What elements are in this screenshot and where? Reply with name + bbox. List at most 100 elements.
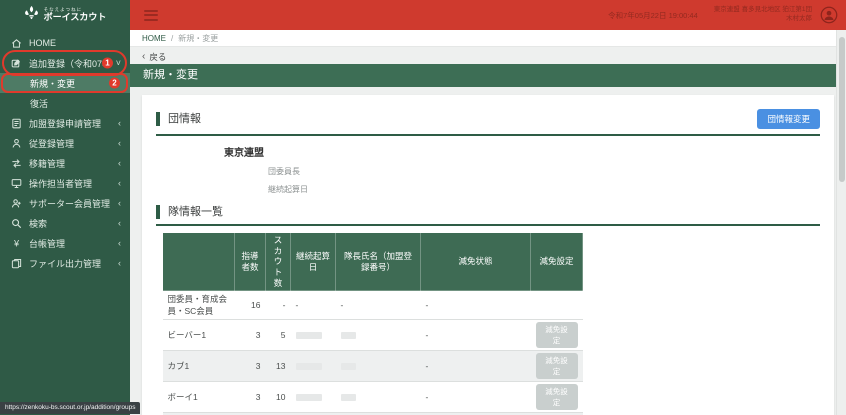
- annotation-badge-2: 2: [109, 77, 120, 89]
- sidebar-item-label: ファイル出力管理: [29, 258, 102, 269]
- chevron-left-icon: ‹: [118, 138, 121, 148]
- badge-icon: [11, 138, 22, 149]
- table-cell: 団委員・育成会員・SC会員: [162, 290, 235, 321]
- table-cell: [335, 412, 421, 415]
- breadcrumb-separator: /: [171, 33, 174, 43]
- transfer-icon: [11, 158, 22, 169]
- page-scrollbar[interactable]: [836, 30, 846, 415]
- table-cell: -: [335, 290, 421, 321]
- sidebar-item-10[interactable]: ¥ 台帳管理 ‹: [0, 233, 130, 253]
- redacted-value: [340, 394, 356, 402]
- chevron-left-icon: ‹: [118, 118, 121, 128]
- back-chevron-icon: ‹: [142, 50, 146, 62]
- avatar[interactable]: [820, 6, 838, 24]
- table-cell: [290, 350, 336, 383]
- scrollbar-thumb[interactable]: [839, 37, 845, 182]
- group-info-section-head: 団情報 団情報変更: [156, 109, 820, 136]
- sidebar-item-7[interactable]: 操作担当者管理 ‹: [0, 173, 130, 193]
- search-icon: [11, 218, 22, 229]
- edit-icon: [11, 58, 22, 69]
- sidebar-item-9[interactable]: 検索 ‹: [0, 213, 130, 233]
- squad-table: 指導者数 スカウト数継続起算日 隊長氏名（加盟登録番号） 減免状態 減免設定 団委員・育成…: [162, 231, 583, 415]
- chevron-left-icon: ‹: [118, 198, 121, 208]
- svg-text:¥: ¥: [13, 238, 20, 248]
- squad-row-2: カブ1 3 13 - 減免設定: [162, 350, 583, 383]
- sidebar-item-3[interactable]: 復活: [0, 93, 130, 113]
- back-link[interactable]: ‹ 戻る: [130, 49, 166, 64]
- table-cell: 13: [265, 350, 291, 383]
- redacted-value: [340, 363, 356, 371]
- sidebar-item-4[interactable]: 加盟登録申請管理 ‹: [0, 113, 130, 133]
- table-cell: 減免設定: [530, 319, 583, 352]
- sidebar-menu: HOME追加登録（令和07年度）˅1新規・変更2復活加盟登録申請管理‹従登録管理…: [0, 33, 130, 273]
- sidebar-item-label: 従登録管理: [29, 138, 75, 149]
- logo-name: ボーイスカウト: [43, 12, 107, 23]
- exemption-setting-button[interactable]: 減免設定: [535, 384, 578, 411]
- squad-col-header: 減免状態: [420, 231, 531, 292]
- sidebar-item-label: 追加登録（令和07年度）: [29, 58, 109, 69]
- sidebar-item-5[interactable]: 従登録管理 ‹: [0, 133, 130, 153]
- fleur-de-lis-icon: [24, 5, 39, 25]
- sidebar-item-label: 移籍管理: [29, 158, 66, 169]
- group-info-title: 団情報: [156, 112, 201, 126]
- file-icon: [11, 258, 22, 269]
- chevron-left-icon: ‹: [118, 258, 121, 268]
- exemption-setting-button[interactable]: 減免設定: [535, 322, 578, 349]
- breadcrumb-home-link[interactable]: HOME: [142, 33, 166, 43]
- squad-list-section-head: 隊情報一覧: [156, 205, 820, 226]
- sidebar-item-label: 新規・変更: [30, 78, 76, 89]
- sidebar-item-0[interactable]: HOME: [0, 33, 130, 53]
- sidebar-item-1[interactable]: 追加登録（令和07年度） ˅1: [0, 50, 130, 76]
- chevron-down-icon: ˅: [115, 58, 121, 68]
- group-info-body: 東京連盟 団委員長 継続起算日: [156, 144, 820, 195]
- squad-col-header: スカウト数: [265, 231, 291, 292]
- sidebar-item-8[interactable]: サポーター会員管理 ‹: [0, 193, 130, 213]
- table-cell: 8: [265, 412, 291, 415]
- squad-list-title: 隊情報一覧: [156, 205, 223, 219]
- exemption-setting-button[interactable]: 減免設定: [535, 353, 578, 380]
- operator-icon: [11, 178, 22, 189]
- table-cell: [530, 290, 583, 321]
- chevron-left-icon: ‹: [118, 178, 121, 188]
- squad-col-header: 指導者数: [234, 231, 266, 292]
- home-icon: [11, 38, 22, 49]
- sidebar-item-label: 加盟登録申請管理: [29, 118, 102, 129]
- continuation-date-label: 継続起算日: [268, 185, 308, 194]
- sidebar: そなえよつねに ボーイスカウト HOME 追加登録（令和07年度） ˅1 新規・変更 2…: [0, 0, 130, 415]
- annotation-badge-1: 1: [102, 57, 113, 69]
- squad-row-3: ボーイ1 3 10- 減免設定: [162, 381, 583, 414]
- squad-row-0: 団委員・育成会員・SC会員 16- - - -: [162, 290, 583, 321]
- back-label: 戻る: [149, 51, 167, 62]
- sidebar-item-6[interactable]: 移籍管理 ‹: [0, 153, 130, 173]
- sidebar-item-label: 検索: [29, 218, 48, 229]
- yen-icon: ¥: [11, 238, 22, 249]
- app-logo: そなえよつねに ボーイスカウト: [0, 0, 130, 29]
- table-cell: ベンチャー1: [162, 412, 235, 415]
- table-cell: [335, 381, 421, 414]
- squad-row-1: ビーバー1 3 5 - 減免設定: [162, 319, 583, 352]
- table-cell: 3: [234, 381, 266, 414]
- supporter-icon: [11, 198, 22, 209]
- squad-col-header: 減免設定: [530, 231, 583, 292]
- squad-col-header: [162, 231, 235, 292]
- squad-col-header: 継続起算日: [290, 231, 336, 292]
- page-title: 新規・変更: [130, 64, 846, 87]
- table-cell: 10: [265, 381, 291, 414]
- redacted-value: [295, 332, 322, 340]
- current-datetime: 令和7年05月22日 19:00:44: [608, 10, 698, 20]
- chevron-left-icon: ‹: [118, 238, 121, 248]
- sidebar-item-2[interactable]: 新規・変更 2: [0, 73, 130, 93]
- redacted-value: [340, 332, 356, 340]
- table-cell: カブ1: [162, 350, 235, 383]
- hamburger-menu-icon[interactable]: [144, 9, 158, 21]
- table-cell: 減免設定: [530, 381, 583, 414]
- table-cell: [290, 319, 336, 352]
- federation-name: 東京連盟: [224, 148, 264, 159]
- group-info-change-button[interactable]: 団情報変更: [757, 109, 820, 129]
- sidebar-item-label: 操作担当者管理: [29, 178, 93, 189]
- table-cell: 減免設定: [530, 350, 583, 383]
- sidebar-item-11[interactable]: ファイル出力管理 ‹: [0, 253, 130, 273]
- table-cell: [290, 381, 336, 414]
- table-cell: -: [420, 290, 531, 321]
- squad-row-4: ベンチャー138 -減免設定: [162, 412, 583, 415]
